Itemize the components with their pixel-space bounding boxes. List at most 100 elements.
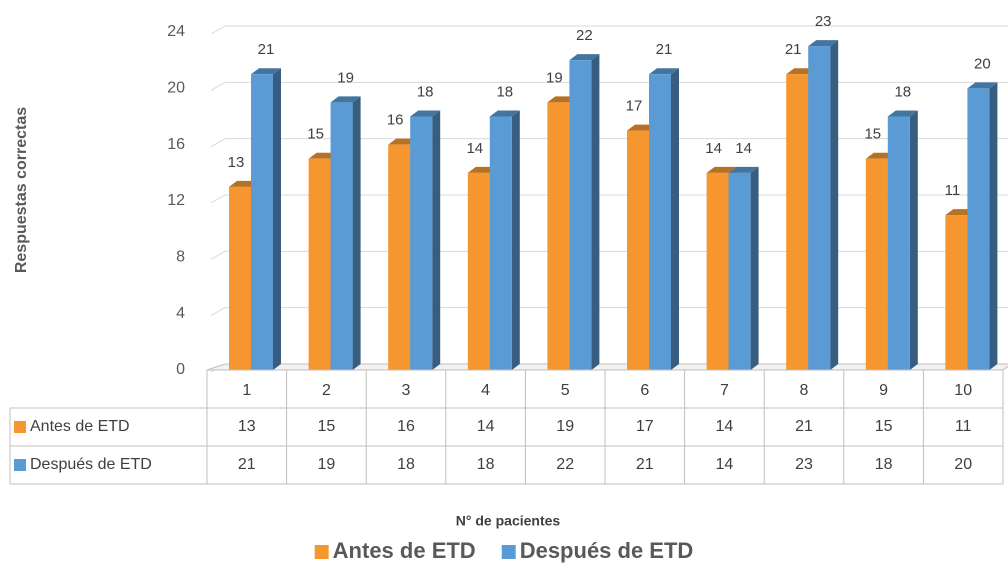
table-cell: 21 bbox=[795, 418, 813, 435]
legend-swatch bbox=[501, 545, 516, 559]
bar bbox=[330, 96, 361, 371]
bar-front bbox=[489, 116, 512, 370]
table-cell: 13 bbox=[238, 418, 256, 435]
bar-top bbox=[967, 82, 998, 89]
data-label: 19 bbox=[337, 69, 354, 86]
table-cell: 14 bbox=[477, 418, 495, 435]
bar-side bbox=[511, 110, 520, 370]
x-axis-title: N° de pacientes bbox=[456, 513, 561, 529]
table-row-label: Después de ETD bbox=[30, 456, 152, 473]
bar-front bbox=[330, 102, 353, 371]
y-tick-label: 24 bbox=[167, 23, 185, 40]
bar-front bbox=[865, 158, 888, 370]
bar bbox=[251, 68, 281, 370]
bar-top bbox=[728, 166, 759, 173]
grid-line bbox=[210, 25, 1008, 35]
bar-top bbox=[330, 96, 361, 103]
table-cell: 14 bbox=[716, 456, 734, 473]
x-tick-label: 7 bbox=[720, 382, 729, 399]
x-tick-label: 5 bbox=[561, 382, 570, 399]
bar-top bbox=[808, 40, 839, 47]
table-key bbox=[14, 459, 26, 471]
table-cell: 11 bbox=[955, 418, 972, 435]
y-axis-title: Respuestas correctas bbox=[13, 107, 30, 273]
bar-front bbox=[547, 102, 570, 371]
table-cell: 19 bbox=[318, 456, 336, 473]
bar-front bbox=[388, 144, 411, 370]
table-cell: 18 bbox=[397, 456, 415, 473]
bar bbox=[489, 110, 520, 370]
bar-front bbox=[229, 186, 251, 370]
bar bbox=[410, 110, 441, 370]
bar-side bbox=[432, 110, 441, 370]
grid-line bbox=[210, 81, 1008, 91]
y-tick-label: 12 bbox=[167, 192, 185, 209]
bar-top bbox=[706, 166, 737, 173]
bar-top bbox=[887, 110, 918, 117]
data-label: 21 bbox=[258, 41, 275, 58]
data-label: 11 bbox=[945, 182, 961, 199]
data-label: 17 bbox=[626, 98, 643, 115]
bar bbox=[887, 110, 918, 370]
table-cell: 14 bbox=[716, 418, 734, 435]
data-label: 14 bbox=[735, 140, 752, 157]
table-row-label: Antes de ETD bbox=[30, 418, 130, 435]
table-key bbox=[14, 421, 26, 433]
bar-side bbox=[909, 110, 918, 370]
table-cell: 16 bbox=[397, 418, 415, 435]
bar-side bbox=[591, 54, 600, 371]
data-label: 14 bbox=[466, 140, 483, 157]
grid-line bbox=[210, 138, 1008, 148]
table-cell: 21 bbox=[636, 456, 654, 473]
bar-front bbox=[706, 172, 729, 370]
y-tick-label: 0 bbox=[176, 361, 185, 378]
x-tick-label: 9 bbox=[879, 382, 888, 399]
bar-front bbox=[887, 116, 910, 370]
data-label: 14 bbox=[705, 140, 722, 157]
data-label: 18 bbox=[417, 83, 434, 100]
data-label: 21 bbox=[656, 41, 673, 58]
bar-top bbox=[410, 110, 441, 117]
bar-side bbox=[989, 82, 998, 370]
table-cell: 21 bbox=[238, 456, 256, 473]
data-label: 16 bbox=[387, 112, 404, 129]
data-label: 22 bbox=[576, 27, 593, 44]
x-tick-label: 2 bbox=[322, 382, 331, 399]
table-cell: 18 bbox=[875, 456, 893, 473]
x-tick-label: 10 bbox=[954, 382, 972, 399]
bar bbox=[808, 40, 839, 370]
table-cell: 17 bbox=[636, 418, 654, 435]
legend-label: Antes de ETD bbox=[333, 538, 476, 563]
legend-swatch bbox=[314, 545, 329, 559]
data-label: 23 bbox=[815, 13, 832, 30]
table-cell: 15 bbox=[318, 418, 336, 435]
table-cell: 22 bbox=[556, 456, 574, 473]
bar-top bbox=[649, 68, 679, 75]
table-cell: 23 bbox=[795, 456, 813, 473]
bar-top bbox=[251, 68, 281, 75]
bar-front bbox=[967, 88, 990, 370]
table-cell: 20 bbox=[954, 456, 972, 473]
data-label: 13 bbox=[228, 154, 245, 171]
x-tick-label: 6 bbox=[640, 382, 649, 399]
bar-front bbox=[728, 172, 751, 370]
y-tick-label: 20 bbox=[167, 80, 185, 97]
legend-label: Después de ETD bbox=[520, 538, 694, 563]
bar-front bbox=[808, 46, 831, 370]
data-label: 15 bbox=[307, 126, 324, 143]
data-label: 19 bbox=[546, 69, 563, 86]
bar-front bbox=[410, 116, 433, 370]
bar bbox=[649, 68, 679, 370]
bar-side bbox=[671, 68, 679, 370]
bar-front bbox=[251, 74, 273, 370]
bar bbox=[728, 166, 759, 370]
bar-front bbox=[467, 172, 490, 370]
bar-side bbox=[830, 40, 839, 370]
bar-front bbox=[627, 130, 649, 370]
bar-side bbox=[352, 96, 361, 371]
table-cell: 15 bbox=[875, 418, 893, 435]
table-cell: 18 bbox=[477, 456, 495, 473]
bar-front bbox=[786, 74, 809, 370]
bar-side bbox=[273, 68, 281, 370]
